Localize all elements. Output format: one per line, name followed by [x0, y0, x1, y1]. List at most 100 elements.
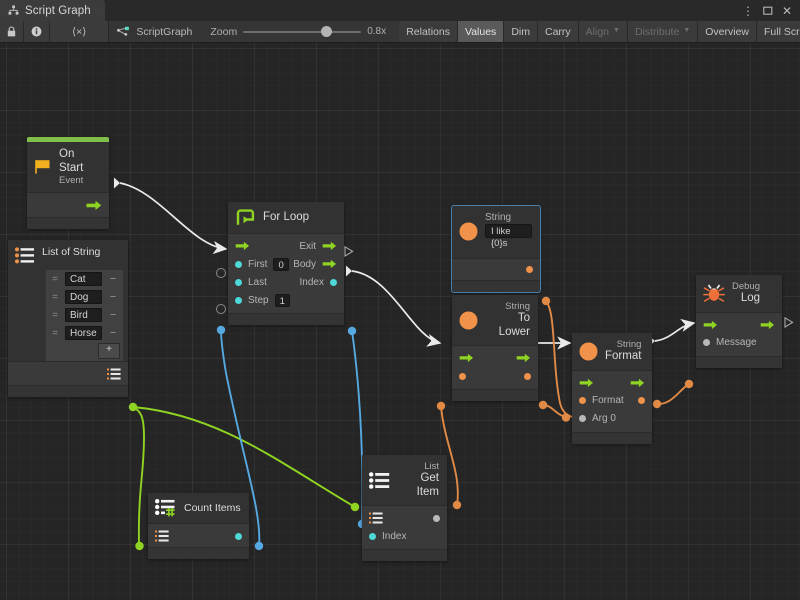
flow-in-port[interactable] [703, 320, 718, 330]
port-dot-value-out[interactable] [526, 266, 533, 274]
list-item[interactable]: = Horse − [46, 324, 123, 342]
drag-grip-icon[interactable]: = [52, 291, 58, 303]
first-value-field[interactable]: 0 [273, 257, 289, 271]
flow-in-port[interactable] [459, 353, 474, 363]
list-item-value[interactable]: Cat [65, 272, 102, 286]
list-out-port-icon[interactable] [107, 368, 121, 380]
add-item-button[interactable]: + [98, 343, 120, 359]
graph-canvas[interactable]: On Start Event [0, 43, 800, 600]
last-port-group[interactable]: Last [235, 277, 267, 288]
node-list-of-string[interactable]: List of String = Cat − = Dog − = Bird − [8, 240, 128, 397]
first-port-group[interactable]: First 0 [235, 257, 289, 271]
remove-item-button[interactable]: − [109, 291, 117, 303]
distribute-dropdown[interactable]: Distribute ▼ [627, 21, 699, 42]
flow-out-port[interactable] [760, 320, 775, 330]
dim-button[interactable]: Dim [504, 21, 538, 42]
exit-port-group[interactable]: Exit [299, 241, 337, 252]
count-out-group[interactable] [235, 532, 242, 540]
node-footer [572, 431, 652, 444]
port-dot-step[interactable] [235, 296, 242, 304]
string-literal-field[interactable]: I like {0}s [485, 223, 532, 249]
port-dot-item-out[interactable] [433, 514, 440, 522]
node-on-start[interactable]: On Start Event [27, 137, 109, 230]
code-view-button[interactable]: ⟨×⟩ [50, 21, 110, 42]
tab-script-graph[interactable]: Script Graph [0, 0, 105, 21]
port-dot-count-out[interactable] [235, 532, 242, 540]
node-body [8, 361, 128, 385]
align-dropdown[interactable]: Align ▼ [578, 21, 628, 42]
node-header: List Get Item [362, 455, 447, 506]
info-button[interactable] [24, 21, 50, 42]
node-string-to-lower[interactable]: String To Lower [452, 295, 538, 402]
port-dot-index[interactable] [369, 532, 376, 540]
add-item-row[interactable]: + [46, 342, 123, 361]
remove-item-button[interactable]: − [109, 327, 117, 339]
forloop-first-input-dot[interactable] [216, 268, 226, 278]
port-dot-format[interactable] [579, 397, 586, 405]
window-close-button[interactable]: ✕ [781, 3, 792, 18]
node-count-items[interactable]: Count Items [148, 493, 249, 559]
relations-button[interactable]: Relations [399, 21, 458, 42]
zoom-control[interactable]: Zoom 0.8x [202, 21, 400, 42]
flow-out-port[interactable] [516, 353, 531, 363]
list-in-port[interactable] [155, 530, 169, 542]
flow-out-port[interactable] [86, 200, 102, 211]
overview-button[interactable]: Overview [698, 21, 758, 42]
step-port-group[interactable]: Step 1 [235, 293, 290, 307]
drag-grip-icon[interactable]: = [52, 309, 58, 321]
drag-grip-icon[interactable]: = [52, 327, 58, 339]
list-item[interactable]: = Cat − [46, 270, 123, 288]
body-port-group[interactable]: Body [293, 259, 337, 270]
flow-in-port[interactable] [579, 378, 594, 388]
item-out-group[interactable] [433, 514, 440, 522]
port-dot-first[interactable] [235, 260, 242, 268]
fullscreen-button[interactable]: Full Screen [757, 21, 800, 42]
forloop-step-input-dot[interactable] [216, 304, 226, 314]
zoom-slider[interactable] [243, 25, 362, 37]
lock-button[interactable] [0, 21, 24, 42]
node-string-format[interactable]: String Format Format [572, 333, 652, 444]
list-in-port[interactable] [369, 512, 383, 524]
port-dot-message[interactable] [703, 339, 710, 347]
result-port-group[interactable] [638, 397, 645, 405]
values-button[interactable]: Values [457, 21, 505, 42]
index-port-group[interactable]: Index [369, 531, 406, 542]
list-item-value[interactable]: Dog [65, 290, 102, 304]
graph-name-field[interactable]: ScriptGraph [109, 21, 203, 42]
carry-button[interactable]: Carry [537, 21, 579, 42]
list-item[interactable]: = Bird − [46, 306, 123, 324]
node-string-literal[interactable]: String I like {0}s [451, 205, 541, 293]
node-list-get-item[interactable]: List Get Item [362, 455, 447, 562]
list-editor[interactable]: = Cat − = Dog − = Bird − = Horse − [8, 270, 128, 361]
arg0-port-group[interactable]: Arg 0 [579, 413, 616, 424]
step-value-field[interactable]: 1 [274, 293, 290, 307]
list-item[interactable]: = Dog − [46, 288, 123, 306]
forloop-exit-arrow-icon[interactable] [344, 246, 354, 257]
format-port-group[interactable]: Format [579, 395, 624, 406]
port-dot-index[interactable] [330, 278, 337, 286]
window-maximize-button[interactable] [763, 6, 773, 16]
node-header: Count Items [148, 493, 249, 523]
port-dot-result[interactable] [638, 397, 645, 405]
node-for-loop[interactable]: For Loop Exit First [228, 202, 344, 325]
port-dot-value-in[interactable] [459, 372, 466, 380]
node-debug-log[interactable]: Debug Log Message [696, 275, 782, 368]
port-dot-last[interactable] [235, 278, 242, 286]
port-dot-value-out[interactable] [524, 372, 531, 380]
flow-out-port[interactable] [630, 378, 645, 388]
window-menu-button[interactable]: ⋮ [741, 3, 754, 18]
flow-in-port[interactable] [235, 241, 250, 251]
zoom-slider-handle[interactable] [321, 25, 333, 37]
debuglog-exit-arrow-icon[interactable] [784, 317, 794, 328]
list-item-value[interactable]: Bird [65, 308, 102, 322]
value-in-group[interactable] [459, 372, 466, 380]
list-item-value[interactable]: Horse [65, 326, 102, 340]
node-header: Debug Log [696, 275, 782, 312]
drag-grip-icon[interactable]: = [52, 273, 58, 285]
port-dot-arg0[interactable] [579, 415, 586, 423]
index-port-group[interactable]: Index [300, 277, 337, 288]
value-out-group[interactable] [524, 372, 531, 380]
remove-item-button[interactable]: − [109, 309, 117, 321]
message-port-group[interactable]: Message [703, 337, 757, 348]
remove-item-button[interactable]: − [109, 273, 117, 285]
